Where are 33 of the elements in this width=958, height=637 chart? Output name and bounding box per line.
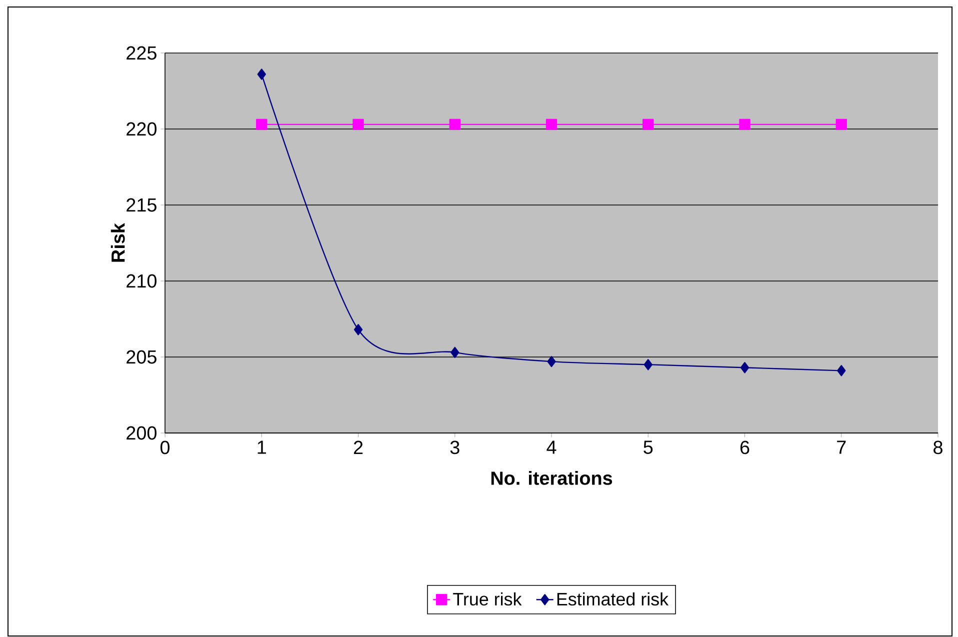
point: [257, 68, 266, 80]
point: [644, 358, 652, 370]
x-tick-label: 8: [934, 440, 942, 454]
y-tick-label: 215: [126, 198, 156, 212]
x-tick-label: 6: [740, 440, 750, 454]
y-tick-label: 210: [126, 274, 156, 288]
x-tick-label: 2: [354, 440, 363, 454]
x-tick-label: 4: [546, 440, 556, 454]
point: [354, 324, 363, 336]
point: [256, 118, 268, 130]
point: [836, 118, 847, 130]
y-tick-label: 220: [126, 122, 156, 136]
y-tick-label: 205: [126, 350, 156, 364]
legend-label: True risk: [453, 592, 522, 606]
point: [740, 362, 750, 374]
point: [547, 356, 556, 368]
point: [642, 118, 654, 130]
x-tick-label: 7: [837, 440, 846, 454]
y-tick-label: 200: [126, 426, 156, 440]
point: [449, 118, 460, 130]
point: [739, 118, 750, 130]
x-tick-label: 3: [450, 440, 460, 454]
x-tick-label: 1: [258, 440, 266, 454]
y-axis-title: Risk: [110, 222, 125, 262]
y-tick-label: 225: [126, 46, 156, 60]
point: [546, 118, 558, 130]
x-tick-label: 5: [644, 440, 653, 454]
x-tick-label: 0: [160, 440, 170, 454]
point: [352, 118, 364, 130]
legend-label: Estimated risk: [557, 592, 669, 606]
point: [450, 346, 460, 358]
point: [837, 365, 846, 376]
x-axis-title: No. iterations: [491, 471, 612, 485]
